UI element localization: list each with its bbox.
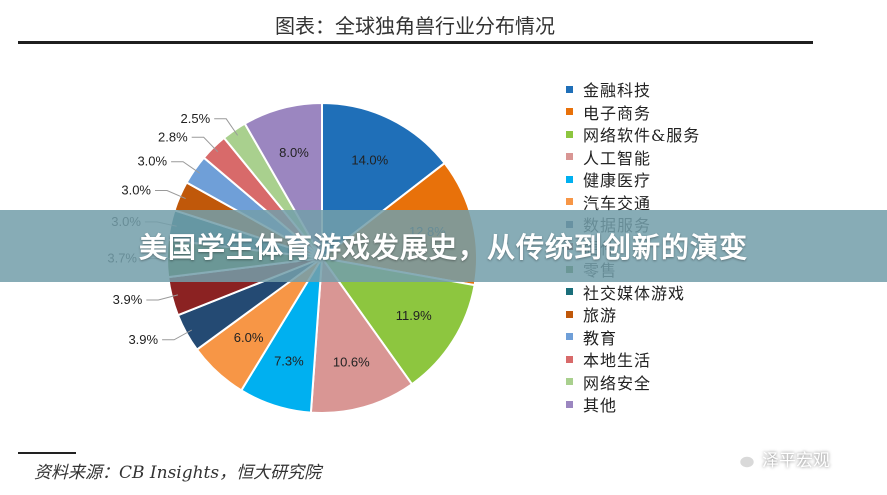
legend-item: 电子商务	[566, 101, 700, 124]
legend-item: 健康医疗	[566, 168, 700, 191]
legend-label: 网络安全	[583, 373, 652, 393]
title-divider	[18, 41, 813, 44]
chart-title: 图表：全球独角兽行业分布情况	[275, 14, 555, 38]
watermark-text: 泽平宏观	[762, 451, 830, 471]
legend-label: 社交媒体游戏	[583, 283, 686, 303]
legend-swatch	[566, 288, 573, 296]
legend-label: 金融科技	[583, 81, 652, 101]
legend-label: 网络软件&服务	[583, 126, 701, 146]
legend-swatch	[566, 130, 573, 138]
legend-item: 本地生活	[566, 348, 700, 371]
legend-item: 网络安全	[566, 371, 700, 394]
slice-value-label: 2.5%	[181, 111, 211, 126]
source-divider	[18, 452, 76, 454]
legend-swatch	[566, 153, 573, 161]
legend-label: 本地生活	[583, 351, 652, 371]
legend-label: 汽车交通	[583, 193, 652, 213]
headline-banner: 美国学生体育游戏发展史，从传统到创新的演变	[0, 210, 887, 282]
slice-value-label: 11.9%	[396, 308, 432, 323]
leader-line	[146, 294, 179, 301]
legend-item: 教育	[566, 326, 700, 349]
legend-label: 健康医疗	[583, 171, 652, 191]
leader-line	[191, 136, 219, 153]
slice-value-label: 10.6%	[333, 355, 370, 370]
legend-item: 汽车交通	[566, 191, 700, 214]
leader-line	[214, 118, 239, 136]
leader-line	[171, 161, 200, 174]
legend-item: 社交媒体游戏	[566, 281, 700, 304]
legend-swatch	[566, 378, 573, 386]
legend-swatch	[566, 85, 573, 93]
legend-swatch	[566, 108, 573, 116]
legend-swatch	[566, 355, 573, 363]
pie-slice	[309, 255, 414, 414]
legend-item: 人工智能	[566, 146, 700, 169]
slice-value-label: 7.3%	[274, 353, 304, 368]
legend-swatch	[566, 400, 573, 408]
headline-text: 美国学生体育游戏发展史，从传统到创新的演变	[138, 231, 748, 264]
leader-line	[162, 329, 193, 341]
wechat-icon	[730, 448, 756, 469]
pie-slice	[319, 256, 476, 386]
legend-item: 网络软件&服务	[566, 123, 700, 146]
legend-swatch	[566, 333, 573, 341]
legend-swatch	[566, 175, 573, 183]
slice-value-label: 8.0%	[279, 145, 309, 160]
legend-label: 教育	[583, 328, 618, 348]
source-note: 资料来源：CB Insights，恒大研究院	[34, 463, 322, 483]
legend-label: 电子商务	[583, 103, 652, 123]
legend-item: 其他	[566, 393, 700, 416]
legend-item: 金融科技	[566, 78, 700, 101]
slice-value-label: 3.9%	[128, 332, 158, 347]
slice-value-label: 6.0%	[234, 330, 264, 345]
slice-value-label: 14.0%	[351, 153, 388, 168]
leader-line	[155, 190, 186, 200]
slice-value-label: 3.0%	[137, 154, 167, 169]
legend-label: 人工智能	[583, 148, 652, 168]
slice-value-label: 3.0%	[121, 183, 151, 198]
legend-label: 旅游	[583, 306, 618, 326]
slice-value-label: 3.9%	[113, 292, 143, 307]
legend-label: 其他	[583, 396, 618, 416]
legend-item: 旅游	[566, 303, 700, 326]
watermark: 泽平宏观	[730, 446, 830, 471]
legend-swatch	[566, 198, 573, 206]
slice-value-label: 2.8%	[158, 129, 188, 144]
legend-swatch	[566, 310, 573, 318]
